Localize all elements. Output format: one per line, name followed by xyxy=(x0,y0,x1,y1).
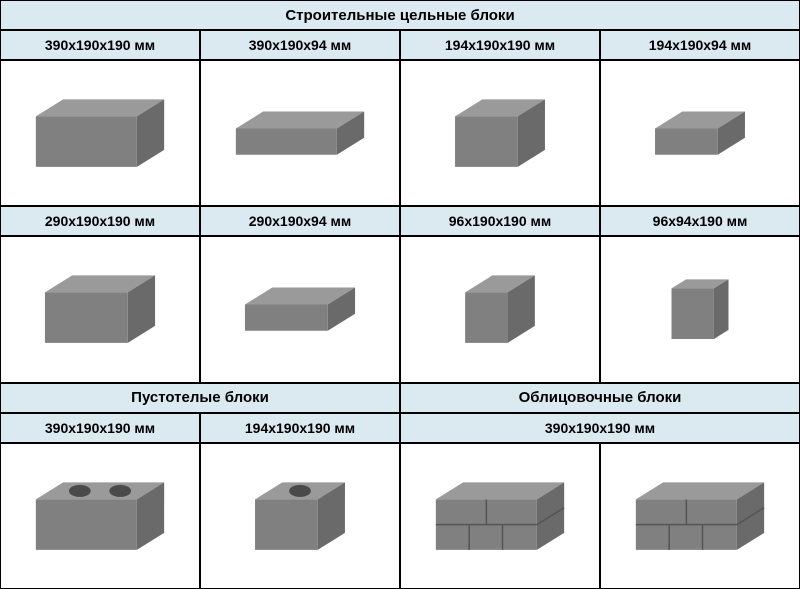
solid-block-3-image xyxy=(600,60,800,206)
solid-block-6-image xyxy=(400,236,600,382)
solid-block-7-image xyxy=(600,236,800,382)
solid-block-5-label: 290x190x94 мм xyxy=(200,206,400,236)
solid-block-0-image xyxy=(0,60,200,206)
section-hollow-title: Пустотелые блоки xyxy=(0,383,400,413)
section-facing-title: Облицовочные блоки xyxy=(400,383,800,413)
blocks-table: Строительные цельные блоки 390x190x190 м… xyxy=(0,0,800,589)
solid-block-2-image xyxy=(400,60,600,206)
solid-block-6-label: 96x190x190 мм xyxy=(400,206,600,236)
facing-block-label: 390x190x190 мм xyxy=(400,413,800,443)
hollow-block-1-image xyxy=(200,443,400,589)
solid-block-7-label: 96x94x190 мм xyxy=(600,206,800,236)
hollow-block-1-label: 194x190x190 мм xyxy=(200,413,400,443)
facing-block-1-image xyxy=(600,443,800,589)
solid-block-1-image xyxy=(200,60,400,206)
facing-block-0-image xyxy=(400,443,600,589)
solid-block-4-image xyxy=(0,236,200,382)
solid-block-4-label: 290x190x190 мм xyxy=(0,206,200,236)
hollow-block-0-label: 390x190x190 мм xyxy=(0,413,200,443)
solid-block-1-label: 390x190x94 мм xyxy=(200,30,400,60)
solid-block-2-label: 194x190x190 мм xyxy=(400,30,600,60)
section-solid-title: Строительные цельные блоки xyxy=(0,0,800,30)
hollow-block-0-image xyxy=(0,443,200,589)
solid-block-5-image xyxy=(200,236,400,382)
solid-block-3-label: 194x190x94 мм xyxy=(600,30,800,60)
solid-block-0-label: 390x190x190 мм xyxy=(0,30,200,60)
